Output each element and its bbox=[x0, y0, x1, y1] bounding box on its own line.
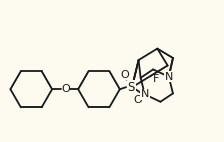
Text: O: O bbox=[133, 95, 142, 105]
Text: N: N bbox=[165, 72, 173, 82]
Text: O: O bbox=[61, 84, 70, 94]
Text: O: O bbox=[121, 70, 129, 80]
Text: S: S bbox=[128, 81, 135, 94]
Text: N: N bbox=[141, 89, 149, 99]
Text: F: F bbox=[153, 74, 159, 84]
